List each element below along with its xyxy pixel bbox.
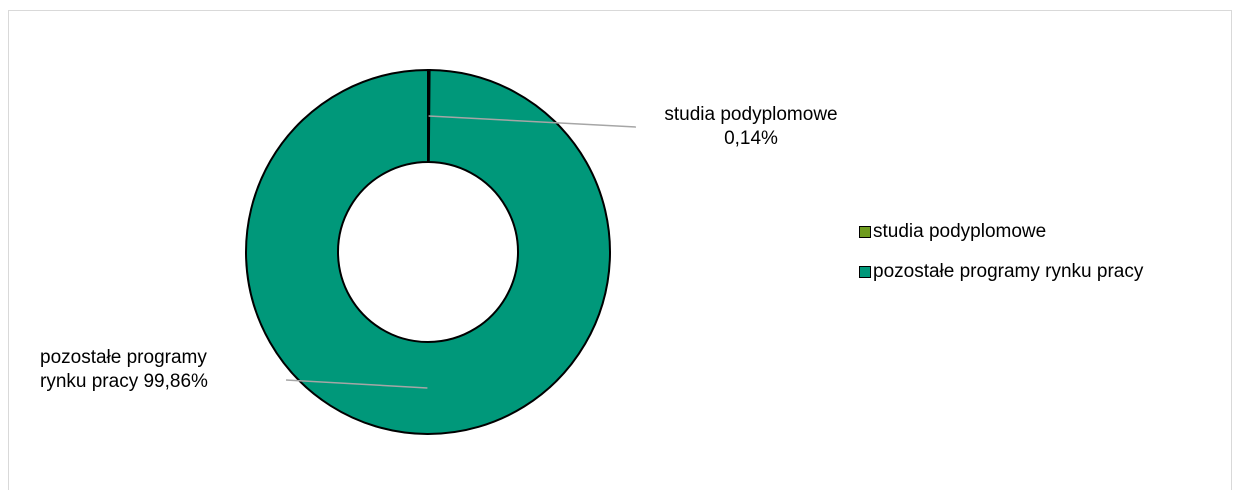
legend-item-studia-podyplomowe: studia podyplomowe [859, 220, 1143, 244]
leader-line-studia-podyplomowe [428, 115, 637, 128]
chart-legend: studia podyplomowe pozostałe programy ry… [859, 220, 1143, 300]
data-label-pozostale-programy: pozostałe programy rynku pracy 99,86% [40, 347, 208, 392]
slice-pozostale-programy-rynku-pracy [245, 68, 611, 435]
leader-line-pozostale-programy-rynku-pracy [285, 379, 428, 389]
legend-label-studia-podyplomowe: studia podyplomowe [873, 221, 1047, 242]
legend-item-pozostale-programy: pozostałe programy rynku pracy [859, 260, 1143, 284]
legend-label-pozostale-programy: pozostałe programy rynku pracy [873, 261, 1144, 282]
legend-swatch-studia-podyplomowe [859, 226, 871, 238]
data-label-studia-podyplomowe: studia podyplomowe 0,14% [664, 104, 838, 149]
legend-swatch-pozostale-programy [859, 266, 871, 278]
chart-frame [8, 10, 1232, 490]
